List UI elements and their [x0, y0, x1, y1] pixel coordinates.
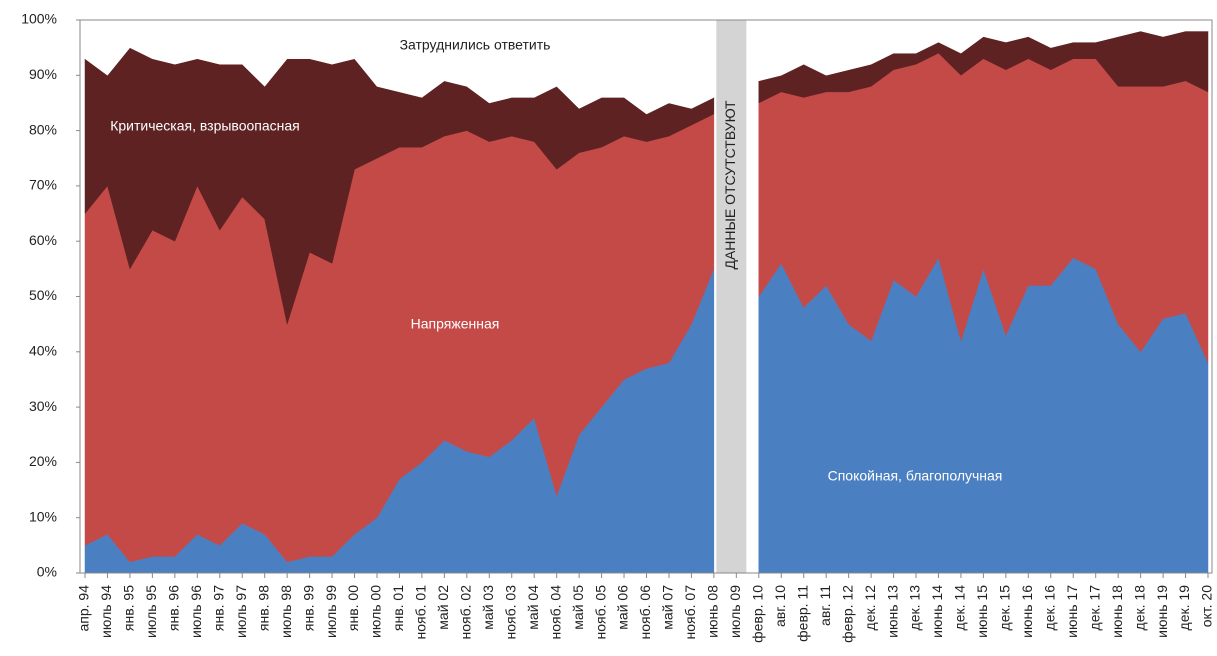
x-tick-label: дек. 16	[1041, 585, 1057, 631]
x-tick-label: июнь 08	[705, 585, 721, 638]
x-tick-label: июль 95	[143, 585, 159, 638]
no-data-label: ДАННЫЕ ОТСУТСТВУЮТ	[722, 100, 738, 270]
x-tick-label: июль 98	[278, 585, 294, 638]
x-tick-label: янв. 99	[300, 585, 316, 631]
x-tick-label: февр. 12	[839, 585, 855, 643]
x-tick-label: июнь 17	[1064, 585, 1080, 638]
y-tick-label: 30%	[29, 398, 57, 414]
x-tick-label: дек. 17	[1086, 585, 1102, 631]
series-label: Критическая, взрывоопасная	[110, 118, 300, 134]
x-tick-label: февр. 11	[794, 585, 810, 642]
x-tick-label: нояб. 04	[547, 585, 563, 640]
x-tick-label: дек. 18	[1131, 585, 1147, 631]
series-label: Напряженная	[411, 316, 500, 332]
x-tick-label: нояб. 02	[458, 585, 474, 640]
x-tick-label: нояб. 05	[592, 585, 608, 640]
x-tick-label: авг. 11	[817, 585, 833, 626]
y-tick-label: 100%	[21, 11, 57, 27]
x-tick-label: май 03	[480, 585, 496, 630]
x-tick-label: июнь 18	[1109, 585, 1125, 638]
x-tick-label: июнь 14	[929, 585, 945, 638]
x-tick-label: дек. 15	[997, 585, 1013, 631]
x-tick-label: янв. 96	[166, 585, 182, 631]
y-tick-label: 50%	[29, 287, 57, 303]
x-tick-label: февр. 10	[750, 585, 766, 643]
y-tick-label: 40%	[29, 343, 57, 359]
x-tick-label: дек. 12	[862, 585, 878, 631]
x-tick-label: июль 00	[368, 585, 384, 638]
y-tick-label: 80%	[29, 121, 57, 137]
x-tick-label: июль 96	[188, 585, 204, 638]
x-tick-label: окт. 20	[1199, 585, 1215, 627]
x-tick-label: янв. 95	[121, 585, 137, 631]
series-label: Спокойная, благополучная	[828, 468, 1003, 484]
x-tick-label: май 05	[570, 585, 586, 630]
x-tick-label: янв. 00	[345, 585, 361, 631]
x-tick-label: июль 09	[727, 585, 743, 638]
y-tick-label: 0%	[37, 564, 57, 580]
x-tick-label: нояб. 06	[637, 585, 653, 640]
x-tick-label: дек. 14	[952, 585, 968, 631]
x-tick-label: апр. 94	[76, 585, 92, 632]
x-tick-label: нояб. 07	[682, 585, 698, 640]
x-tick-label: июнь 19	[1154, 585, 1170, 638]
x-tick-label: июнь 16	[1019, 585, 1035, 638]
x-tick-label: май 06	[615, 585, 631, 630]
x-tick-label: июль 99	[323, 585, 339, 638]
no-data-band	[716, 20, 747, 573]
x-tick-label: май 07	[660, 585, 676, 630]
x-tick-label: авг. 10	[772, 585, 788, 627]
x-tick-label: янв. 01	[390, 585, 406, 631]
x-tick-label: дек. 13	[907, 585, 923, 631]
y-tick-label: 70%	[29, 177, 57, 193]
x-tick-label: июнь 13	[884, 585, 900, 638]
y-tick-label: 10%	[29, 508, 57, 524]
x-tick-label: дек. 19	[1176, 585, 1192, 631]
x-tick-label: янв. 97	[210, 585, 226, 631]
x-tick-label: нояб. 01	[413, 585, 429, 640]
x-tick-label: нояб. 03	[502, 585, 518, 640]
series-label: Затруднились ответить	[400, 37, 551, 53]
x-tick-label: май 02	[435, 585, 451, 630]
x-tick-label: май 04	[525, 585, 541, 630]
y-tick-label: 20%	[29, 453, 57, 469]
x-tick-label: июль 97	[233, 585, 249, 638]
x-tick-label: янв. 98	[255, 585, 271, 631]
x-tick-label: июль 94	[98, 585, 114, 638]
x-tick-label: июнь 15	[974, 585, 990, 638]
y-tick-label: 60%	[29, 232, 57, 248]
y-tick-label: 90%	[29, 66, 57, 82]
